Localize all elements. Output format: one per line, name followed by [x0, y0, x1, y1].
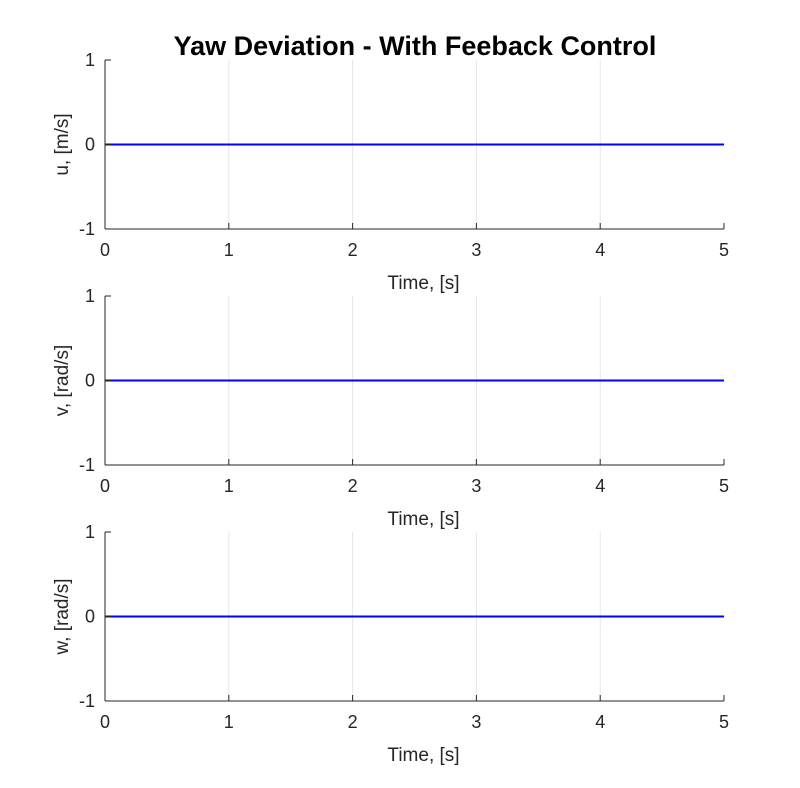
x-tick-label: 1	[224, 240, 234, 260]
x-tick-label: 0	[100, 476, 110, 496]
y-axis-label: u, [m/s]	[52, 113, 73, 175]
x-tick-label: 2	[348, 476, 358, 496]
y-tick-label: 0	[85, 135, 95, 155]
x-tick-label: 1	[224, 476, 234, 496]
x-tick-label: 0	[100, 240, 110, 260]
x-tick-label: 3	[471, 240, 481, 260]
x-tick-label: 3	[471, 712, 481, 732]
x-tick-label: 4	[595, 712, 605, 732]
x-axis-label: Time, [s]	[387, 273, 459, 294]
y-tick-label: 1	[85, 522, 95, 542]
figure-title: Yaw Deviation - With Feeback Control	[174, 31, 657, 61]
x-tick-label: 4	[595, 240, 605, 260]
y-tick-label: 0	[85, 371, 95, 391]
x-tick-label: 5	[719, 240, 729, 260]
y-tick-label: -1	[79, 691, 95, 711]
y-tick-label: 0	[85, 607, 95, 627]
x-tick-label: 2	[348, 240, 358, 260]
x-tick-label: 4	[595, 476, 605, 496]
y-axis-label: w, [rad/s]	[52, 578, 73, 655]
y-tick-label: -1	[79, 455, 95, 475]
x-tick-label: 2	[348, 712, 358, 732]
x-tick-label: 5	[719, 476, 729, 496]
x-tick-label: 0	[100, 712, 110, 732]
x-tick-label: 5	[719, 712, 729, 732]
y-tick-label: -1	[79, 219, 95, 239]
x-tick-label: 1	[224, 712, 234, 732]
x-tick-label: 3	[471, 476, 481, 496]
y-tick-label: 1	[85, 50, 95, 70]
y-tick-label: 1	[85, 286, 95, 306]
y-axis-label: v, [rad/s]	[52, 345, 73, 416]
x-axis-label: Time, [s]	[387, 509, 459, 530]
x-axis-label: Time, [s]	[387, 745, 459, 766]
